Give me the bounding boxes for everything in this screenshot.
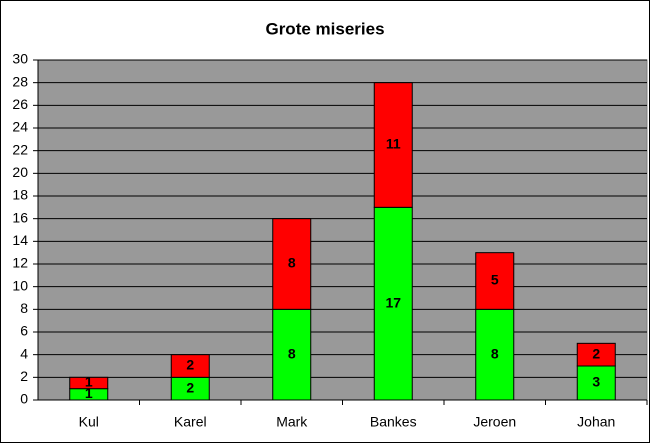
y-tick-label: 22 (12, 141, 28, 157)
bar-segment (475, 252, 515, 310)
y-tick-label: 2 (20, 368, 28, 384)
value-label: 1 (85, 385, 93, 401)
y-tick-label: 4 (20, 345, 28, 361)
bar-segment (170, 354, 210, 378)
value-label: 11 (386, 136, 401, 152)
y-tick-label: 30 (12, 51, 28, 67)
x-tick-label: Bankes (370, 414, 417, 430)
y-tick-label: 10 (12, 277, 28, 293)
bar-segment (475, 308, 515, 401)
y-tick-label: 24 (12, 119, 28, 135)
y-tick-label: 8 (20, 300, 28, 316)
plot-area (37, 59, 648, 401)
x-tick-label: Kul (79, 414, 99, 430)
y-tick-label: 6 (20, 323, 28, 339)
chart-title: Grote miseries (265, 19, 384, 38)
y-tick-label: 18 (12, 187, 28, 203)
x-tick-label: Jeroen (473, 414, 516, 430)
value-label: 8 (491, 345, 499, 361)
y-tick-label: 0 (20, 391, 28, 407)
bar-segment (373, 82, 413, 208)
bar-segment (576, 342, 616, 367)
value-label: 2 (186, 357, 194, 373)
y-tick-label: 16 (12, 209, 28, 225)
bar-segment (272, 308, 312, 401)
bar-segment (576, 365, 616, 401)
value-label: 5 (491, 272, 499, 288)
y-tick-label: 28 (12, 73, 28, 89)
y-tick-label: 26 (12, 96, 28, 112)
x-tick-label: Mark (276, 414, 308, 430)
bar-segment (272, 218, 312, 310)
value-label: 8 (288, 255, 296, 271)
value-label: 2 (186, 379, 194, 395)
bar-segment (373, 206, 413, 401)
value-label: 1 (85, 374, 93, 390)
x-tick-label: Karel (174, 414, 207, 430)
y-tick-label: 12 (12, 255, 28, 271)
value-label: 8 (288, 345, 296, 361)
y-tick-label: 14 (12, 232, 28, 248)
y-tick-label: 20 (12, 164, 28, 180)
x-tick-label: Johan (577, 414, 615, 430)
value-label: 17 (385, 294, 401, 310)
value-label: 3 (592, 374, 600, 390)
bar-segment (69, 376, 109, 390)
value-label: 2 (592, 345, 600, 361)
